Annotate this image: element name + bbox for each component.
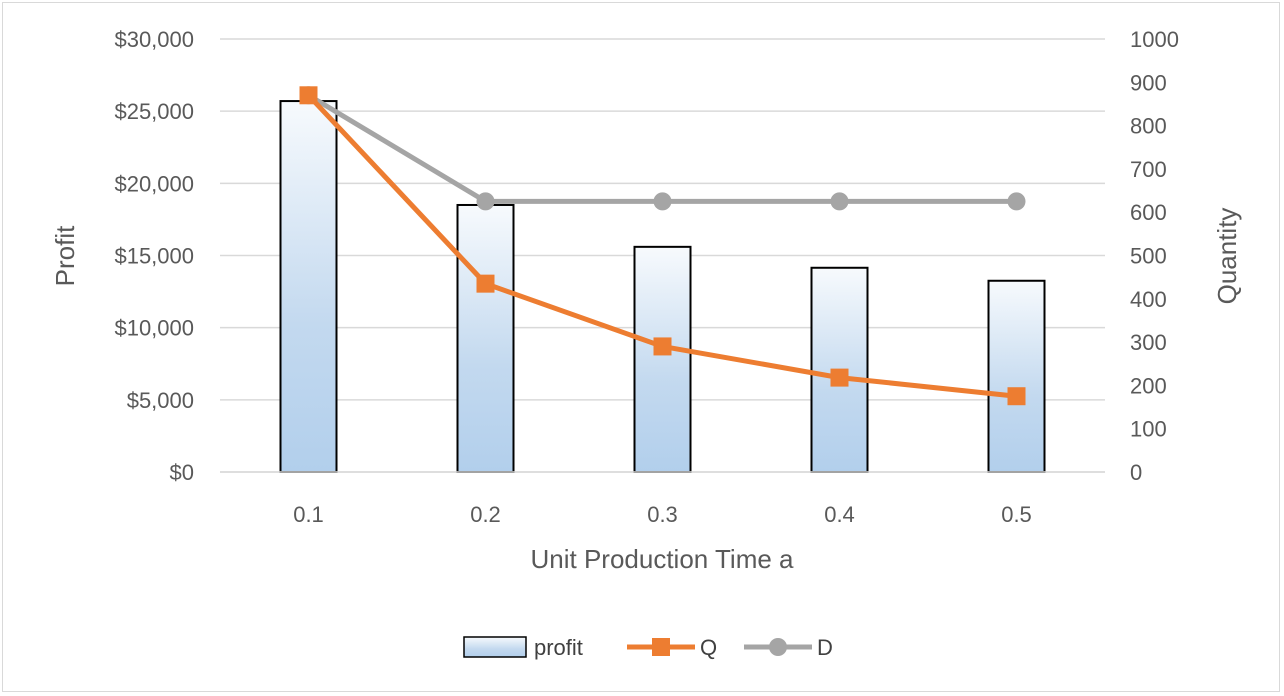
x-tick-label: 0.3 — [647, 502, 678, 527]
y2-tick-label: 800 — [1130, 114, 1167, 139]
y2-tick-label: 300 — [1130, 330, 1167, 355]
x-tick-label: 0.2 — [470, 502, 501, 527]
profit-bar — [279, 100, 338, 474]
profit-bar — [987, 279, 1046, 473]
y2-tick-label: 400 — [1130, 287, 1167, 312]
x-tick-label: 0.5 — [1001, 502, 1032, 527]
y2-axis-title: Quantity — [1212, 208, 1242, 305]
y2-tick-label: 1000 — [1130, 27, 1179, 52]
legend-marker-q — [652, 638, 670, 656]
marker-q — [1007, 387, 1026, 406]
y-tick-label: $25,000 — [114, 99, 194, 124]
legend-label-profit: profit — [534, 635, 583, 660]
y2-tick-label: 900 — [1130, 70, 1167, 95]
marker-q — [653, 337, 672, 356]
y-tick-label: $0 — [170, 460, 194, 485]
marker-q — [299, 86, 318, 105]
legend-label-d: D — [817, 635, 833, 660]
y2-tick-label: 500 — [1130, 244, 1167, 269]
legend: profit Q D — [463, 635, 833, 660]
y-tick-label: $5,000 — [127, 388, 194, 413]
legend-label-q: Q — [700, 635, 717, 660]
y2-tick-label: 600 — [1130, 200, 1167, 225]
y2-tick-label: 0 — [1130, 460, 1142, 485]
x-tick-label: 0.4 — [824, 502, 855, 527]
marker-d — [476, 192, 495, 211]
marker-q — [476, 274, 495, 293]
marker-d — [653, 192, 672, 211]
x-tick-label: 0.1 — [293, 502, 324, 527]
profit-bars — [279, 100, 1046, 474]
y-tick-label: $20,000 — [114, 171, 194, 196]
y-tick-label: $15,000 — [114, 244, 194, 269]
y-tick-label: $30,000 — [114, 27, 194, 52]
lines — [299, 86, 1026, 406]
legend-marker-d — [769, 638, 787, 656]
y2-tick-label: 200 — [1130, 373, 1167, 398]
axes: $0 $5,000 $10,000 $15,000 $20,000 $25,000 $30,… — [114, 27, 1178, 527]
y2-tick-label: 100 — [1130, 417, 1167, 442]
x-axis-title: Unit Production Time a — [530, 544, 794, 574]
legend-swatch-profit — [463, 636, 527, 658]
y2-tick-label: 700 — [1130, 157, 1167, 182]
y-axis-title: Profit — [50, 225, 80, 286]
marker-d — [830, 192, 849, 211]
marker-q — [830, 368, 849, 387]
profit-bar — [633, 245, 692, 473]
profit-bar — [456, 203, 515, 473]
marker-d — [1007, 192, 1026, 211]
y-tick-label: $10,000 — [114, 316, 194, 341]
